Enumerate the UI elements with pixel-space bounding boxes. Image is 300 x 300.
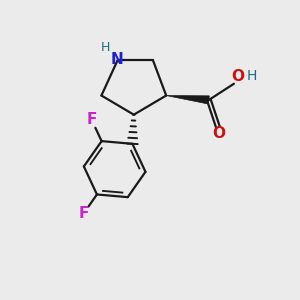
Text: O: O	[231, 69, 244, 84]
Text: O: O	[213, 126, 226, 141]
Polygon shape	[166, 95, 209, 104]
Text: F: F	[86, 112, 97, 127]
Text: N: N	[111, 52, 123, 67]
Text: H: H	[247, 69, 257, 83]
Text: H: H	[100, 41, 110, 54]
Text: F: F	[78, 206, 88, 221]
